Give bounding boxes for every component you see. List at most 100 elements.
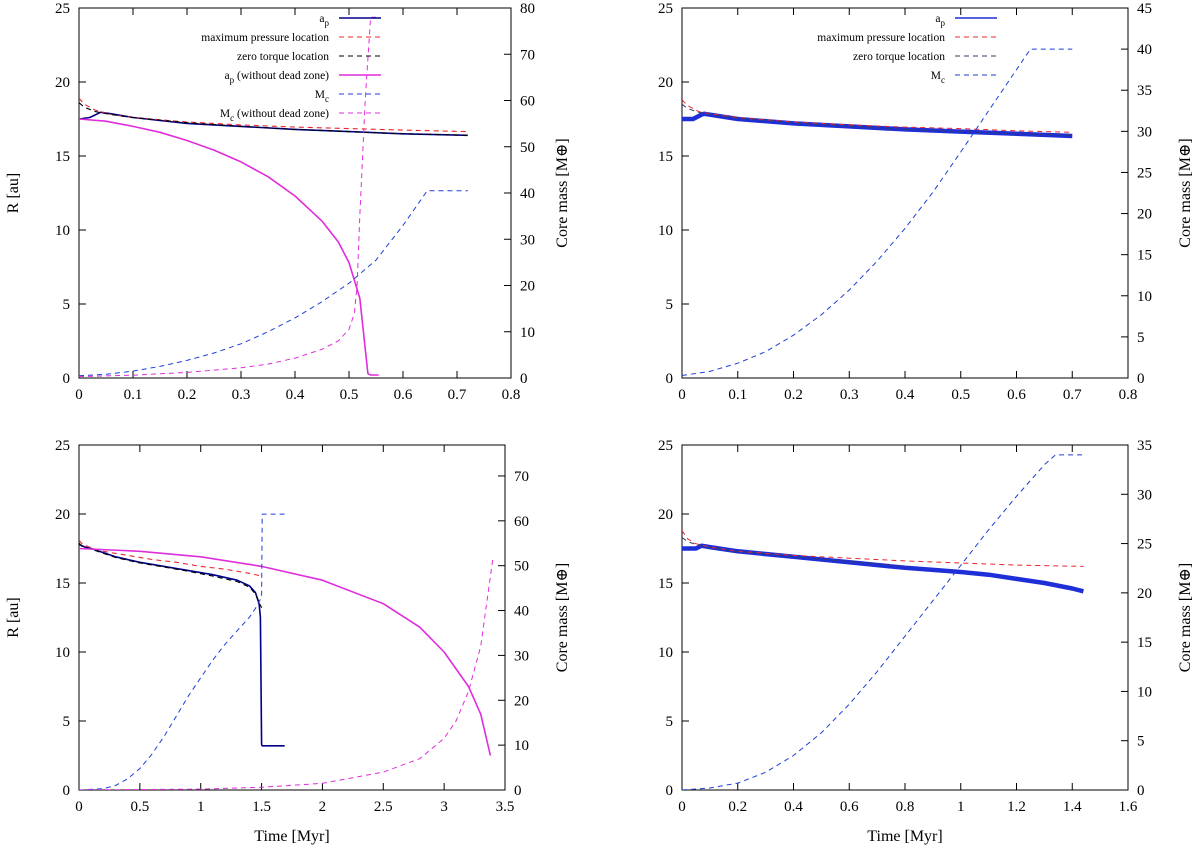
plot-frame (78, 444, 506, 791)
x-tick-label: 3 (440, 799, 448, 815)
y2-tick-label: 0 (520, 371, 528, 387)
y2-tick-label: 10 (1137, 684, 1152, 700)
y-axis-title: R [au] (5, 173, 22, 213)
y2-tick-label: 25 (1137, 165, 1152, 181)
y-tick-label: 25 (658, 1, 673, 17)
y2-tick-label: 35 (1137, 438, 1152, 454)
x-tick-label: 0.4 (286, 387, 305, 403)
y2-tick-label: 10 (520, 325, 535, 341)
x-tick-label: 0.1 (124, 387, 143, 403)
plot-frame (681, 7, 1129, 379)
x-tick-label: 0.3 (232, 387, 251, 403)
series-line-a-p-without-dead-zone- (79, 118, 379, 376)
y2-tick-label: 40 (520, 186, 535, 202)
x-axis-title: Time [Myr] (254, 828, 329, 845)
y2-tick-label: 30 (514, 648, 529, 664)
x-tick-label: 0.7 (1063, 387, 1082, 403)
y-tick-label: 15 (55, 149, 70, 165)
legend-label: zero torque location (237, 51, 329, 63)
legend-label: Mc (without dead zone) (220, 108, 329, 123)
y2-tick-label: 80 (520, 1, 535, 17)
y2-tick-label: 35 (1137, 83, 1152, 99)
x-tick-label: 0.3 (840, 387, 859, 403)
y2-tick-label: 20 (520, 279, 535, 295)
y2-tick-label: 30 (1137, 124, 1152, 140)
x-tick-label: 0 (678, 799, 686, 815)
y2-tick-label: 15 (1137, 248, 1152, 264)
y2-tick-label: 70 (520, 47, 535, 63)
chart-panel-top-right: 0 0.1 0.2 0.3 0.4 0.5 0.6 0.7 0.8051015202505101… (658, 1, 1194, 403)
y-tick-label: 10 (658, 645, 673, 661)
y-tick-label: 20 (55, 75, 70, 91)
x-tick-label: 0.1 (728, 387, 747, 403)
y-tick-label: 15 (55, 576, 70, 592)
legend-label: Mc (315, 89, 329, 104)
y-tick-label: 20 (55, 507, 70, 523)
y-tick-label: 5 (666, 297, 674, 313)
x-tick-label: 0 (678, 387, 686, 403)
series-line-m-c (79, 190, 468, 377)
y2-axis-title: Core mass [M⊕] (554, 138, 571, 247)
x-tick-label: 1.6 (1119, 799, 1138, 815)
x-tick-label: 0.5 (340, 387, 359, 403)
y-tick-label: 25 (55, 438, 70, 454)
y-tick-label: 15 (658, 576, 673, 592)
y-tick-label: 0 (666, 371, 674, 387)
series-group (79, 513, 494, 790)
x-tick-label: 1.4 (1063, 799, 1082, 815)
y-tick-label: 15 (658, 149, 673, 165)
x-tick-label: 0.6 (840, 799, 859, 815)
series-group (682, 48, 1073, 376)
series-line-m-c-without-dead-zone- (79, 16, 376, 378)
x-tick-label: 1.5 (252, 799, 271, 815)
x-tick-label: 0.7 (448, 387, 467, 403)
x-axis-title: Time [Myr] (867, 828, 942, 845)
y-tick-label: 5 (666, 714, 674, 730)
plot-frame (78, 7, 512, 379)
legend-label: ap (without dead zone) (225, 70, 330, 85)
y2-tick-label: 25 (1137, 537, 1152, 553)
x-tick-label: 1.2 (1007, 799, 1026, 815)
x-tick-label: 0.8 (896, 799, 915, 815)
chart-panel-bottom-left: 0 0.5 1 1.5 2 2.5 3 3.5051015202501020304050607… (5, 438, 571, 845)
x-tick-label: 0 (75, 387, 83, 403)
chart-panel-bottom-right: 0 0.2 0.4 0.6 0.8 1 1.2 1.4 1.605101520250510152… (658, 438, 1194, 845)
series-line-a-p (682, 111, 1073, 139)
y2-tick-label: 10 (514, 738, 529, 754)
y2-tick-label: 20 (1137, 207, 1152, 223)
y2-tick-label: 5 (1137, 734, 1145, 750)
y2-tick-label: 20 (1137, 586, 1152, 602)
x-tick-label: 3.5 (496, 799, 515, 815)
y-tick-label: 0 (63, 371, 71, 387)
y2-tick-label: 45 (1137, 1, 1152, 17)
x-tick-label: 1 (197, 799, 205, 815)
x-tick-label: 0.4 (896, 387, 915, 403)
y-tick-label: 0 (666, 783, 674, 799)
y2-tick-label: 10 (1137, 289, 1152, 305)
y2-tick-label: 15 (1137, 635, 1152, 651)
y2-tick-label: 60 (514, 514, 529, 530)
y-tick-label: 25 (658, 438, 673, 454)
y-axis-title: R [au] (5, 597, 22, 637)
y-tick-label: 10 (55, 645, 70, 661)
y2-axis-title: Core mass [M⊕] (1177, 563, 1194, 672)
y-tick-label: 20 (658, 75, 673, 91)
y2-tick-label: 70 (514, 469, 529, 485)
legend-label: zero torque location (853, 51, 945, 63)
series-line-maximum-pressure-location (682, 530, 1084, 567)
x-tick-label: 0.5 (951, 387, 970, 403)
series-group (79, 16, 468, 378)
x-tick-label: 0.8 (1119, 387, 1138, 403)
x-tick-label: 0 (75, 799, 83, 815)
x-tick-label: 2 (319, 799, 327, 815)
legend: ap maximum pressure location zero torque l… (201, 13, 381, 123)
series-line-a-p (79, 543, 285, 747)
y-tick-label: 0 (63, 783, 71, 799)
series-line-a-p (682, 543, 1084, 594)
x-tick-label: 0.2 (178, 387, 197, 403)
x-tick-label: 0.6 (1007, 387, 1026, 403)
y-tick-label: 10 (658, 223, 673, 239)
series-line-zero-torque-location (79, 102, 468, 136)
legend: ap maximum pressure location zero torque l… (817, 13, 997, 85)
